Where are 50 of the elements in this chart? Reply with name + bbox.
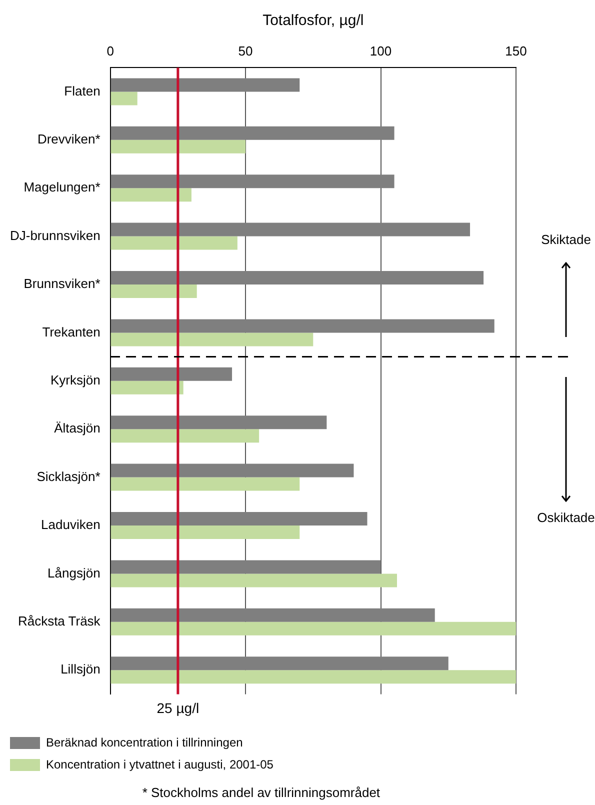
bar (110, 574, 397, 588)
bar (110, 367, 232, 381)
bar (110, 380, 184, 394)
bar (110, 560, 381, 574)
bar (110, 429, 260, 443)
bar (110, 416, 327, 430)
bar (110, 188, 192, 202)
bar (110, 622, 516, 636)
bar (110, 608, 435, 622)
bar (110, 78, 300, 92)
y-tick-label: Ältasjön (54, 420, 100, 436)
bar (110, 477, 300, 491)
bar (110, 236, 238, 250)
y-tick-label: Långsjön (48, 565, 100, 580)
y-tick-label: Lillsjön (60, 662, 100, 677)
bar (110, 670, 516, 684)
bar (110, 332, 314, 346)
bar (110, 656, 448, 670)
y-tick-label: Sicklasjön* (36, 468, 100, 484)
y-tick-label: Kyrksjön (50, 372, 100, 388)
y-tick-label: Laduviken (41, 517, 100, 532)
x-tick-label: 100 (370, 43, 392, 58)
text: * Stockholms andel av tillrinningsområdet (142, 785, 380, 800)
bar (110, 319, 494, 333)
y-tick-label: Råcksta Träsk (18, 613, 101, 628)
ref-line-label: 25 µg/l (156, 700, 200, 716)
y-tick-label: Magelungen* (24, 180, 100, 195)
bar (110, 140, 246, 154)
bar (110, 271, 484, 284)
bar (110, 222, 470, 236)
bar (110, 284, 197, 298)
bar (110, 174, 394, 188)
x-tick-label: 150 (505, 43, 527, 58)
x-tick-label: 0 (106, 43, 114, 58)
x-tick-label: 50 (238, 43, 253, 58)
legend-label: Koncentration i ytvattnet i augusti, 2001-05 (46, 757, 274, 772)
text: Skiktade (541, 232, 591, 247)
bar (110, 526, 300, 539)
y-tick-label: Trekanten (42, 324, 100, 340)
y-tick-label: Brunnsviken* (24, 276, 100, 292)
y-tick-label: Drevviken* (37, 131, 100, 146)
bar (110, 464, 354, 478)
bar (110, 126, 394, 140)
x-axis-title: Totalfosfor, µg/l (262, 12, 364, 30)
y-tick-label: Flaten (64, 83, 100, 98)
bar (110, 92, 138, 106)
legend-label: Beräknad koncentration i tillrinningen (46, 735, 243, 750)
y-tick-label: DJ-brunnsviken (10, 228, 100, 243)
bar (110, 512, 368, 526)
text: Oskiktade (537, 510, 595, 525)
